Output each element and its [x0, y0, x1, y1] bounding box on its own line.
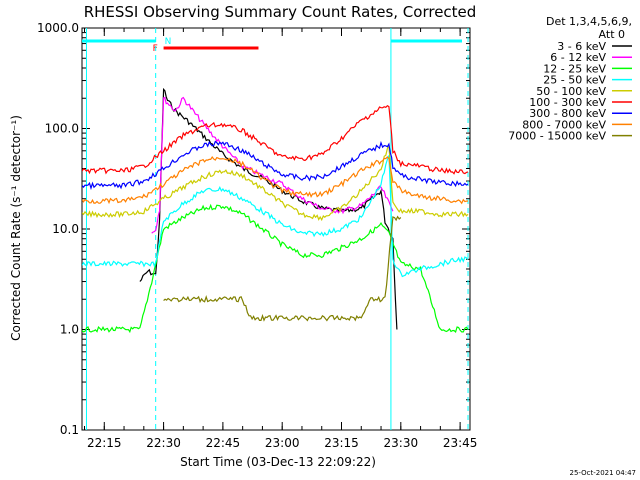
x-axis-label: Start Time (03-Dec-13 22:09:22) — [180, 455, 376, 469]
render-timestamp: 25-Oct-2021 04:47 — [570, 469, 636, 477]
series-lines — [82, 87, 469, 334]
y-tick-label: 10.0 — [52, 222, 79, 236]
series-line — [151, 96, 394, 234]
legend-label: 6 - 12 keV — [550, 51, 606, 64]
series-line — [163, 215, 402, 322]
series-line — [82, 140, 469, 191]
y-tick-label: 0.1 — [60, 423, 79, 437]
legend-label: 25 - 50 keV — [543, 74, 606, 87]
series-clip-region — [82, 87, 469, 334]
legend-label: 100 - 300 keV — [529, 96, 606, 109]
y-axis-label: Corrected Count Rate (s⁻¹ detector⁻¹) — [9, 115, 23, 341]
chart-title: RHESSI Observing Summary Count Rates, Co… — [84, 3, 477, 21]
y-tick-label: 1000.0 — [37, 21, 79, 35]
x-tick-label: 23:00 — [265, 436, 300, 450]
observing-flags: NF — [82, 28, 469, 430]
legend-label: 800 - 7000 keV — [522, 118, 606, 131]
legend-label: 50 - 100 keV — [536, 85, 606, 98]
x-tick-label: 22:15 — [87, 436, 122, 450]
x-tick-label: 22:45 — [206, 436, 241, 450]
series-line — [82, 155, 469, 205]
series-line — [82, 155, 469, 278]
y-tick-label: 100.0 — [45, 122, 79, 136]
x-tick-label: 22:30 — [146, 436, 181, 450]
legend-header-attenuator: Att 0 — [599, 28, 625, 41]
legend-header-detectors: Det 1,3,4,5,6,9, — [546, 15, 632, 28]
legend-label: 12 - 25 keV — [543, 62, 606, 75]
legend-label: 7000 - 15000 keV — [508, 130, 606, 143]
legend-label: 300 - 800 keV — [529, 107, 606, 120]
series-line — [82, 104, 469, 175]
series-line — [82, 203, 469, 334]
series-line — [82, 143, 469, 222]
x-tick-label: 23:30 — [384, 436, 419, 450]
legend-label: 3 - 6 keV — [557, 40, 606, 53]
x-tick-label: 23:45 — [443, 436, 478, 450]
x-tick-label: 23:15 — [324, 436, 359, 450]
y-tick-label: 1.0 — [60, 323, 79, 337]
tick-labels: 0.1 1.0 10.0 100.0 1000.0 22:15 22:30 22:45 23:0… — [37, 21, 477, 450]
night-flag-label: N — [165, 37, 172, 47]
